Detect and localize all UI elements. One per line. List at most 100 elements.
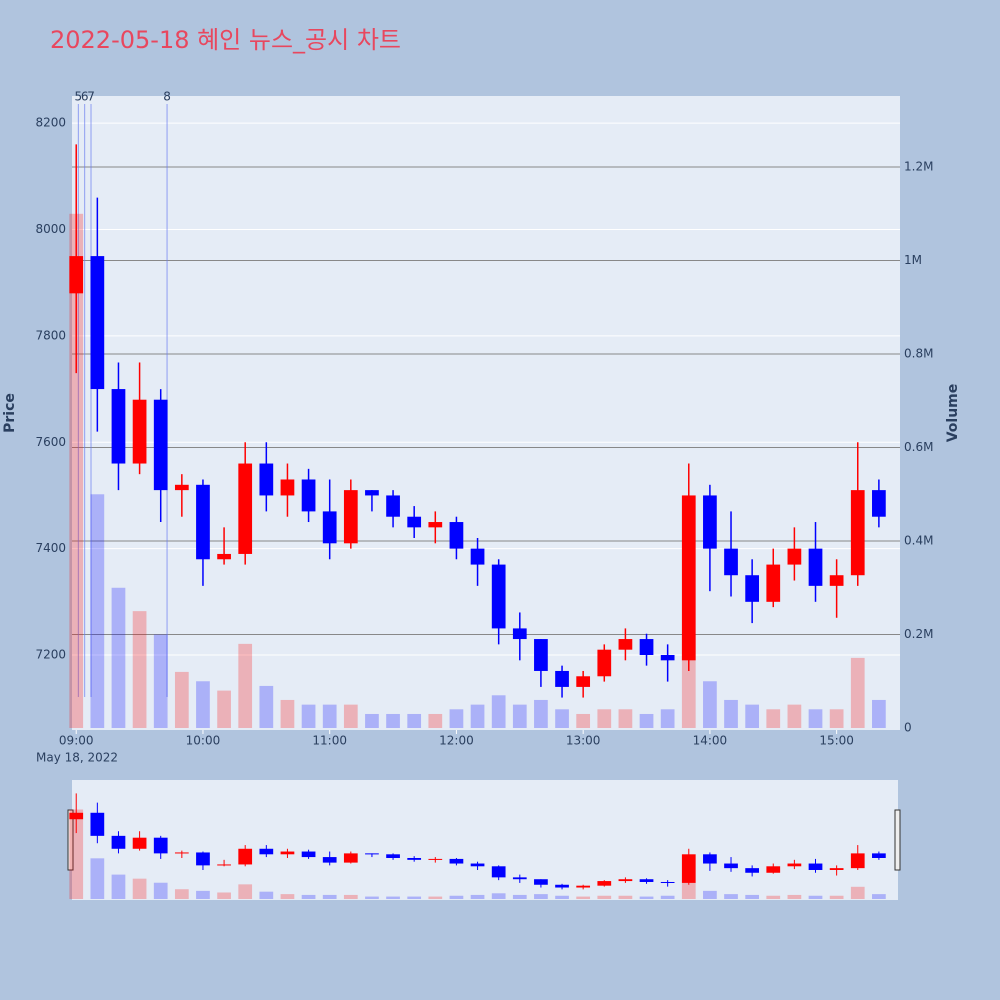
x-tick-label: 11:00 [312, 734, 347, 748]
slider-candle-body [597, 881, 612, 886]
candle-body [111, 389, 126, 464]
candle-body [829, 575, 844, 586]
slider-volume-bar [872, 894, 886, 899]
slider-candle-body [90, 812, 105, 836]
volume-bar [766, 709, 781, 728]
slider-candle-body [322, 857, 337, 863]
slider-candle-body [259, 848, 274, 855]
news-label: 7 [87, 90, 95, 104]
slider-volume-bar [322, 894, 337, 899]
y2-tick-label: 0.4M [904, 534, 933, 548]
slider-volume-bar [217, 892, 231, 899]
candle-body [787, 548, 802, 565]
range-slider[interactable] [72, 780, 898, 900]
candle-body [90, 256, 105, 390]
volume-bar [90, 494, 105, 728]
volume-bar [196, 681, 210, 728]
slider-candle-body [280, 851, 295, 855]
y-tick-label: 7600 [35, 435, 66, 449]
slider-candle-body [238, 848, 253, 865]
chart-title: 2022-05-18 혜인 뉴스_공시 차트 [50, 26, 401, 54]
volume-bar [386, 713, 400, 728]
candle-body [449, 522, 464, 549]
candle-body [69, 256, 84, 294]
candle-body [808, 548, 823, 586]
y2-axis-title: Volume [945, 384, 961, 443]
volume-bar [850, 657, 865, 728]
slider-volume-bar [724, 894, 738, 899]
candle-body [259, 463, 274, 496]
candle-body [322, 511, 337, 544]
slider-volume-bar [174, 889, 189, 899]
volume-bar [132, 611, 147, 728]
candle-body [301, 479, 316, 512]
y2-tick-label: 0.2M [904, 627, 933, 641]
y-tick-label: 7800 [35, 328, 66, 342]
candle-body [703, 495, 717, 549]
slider-handle[interactable] [894, 809, 901, 871]
slider-volume-bar [660, 895, 675, 899]
news-label: 8 [163, 90, 171, 104]
candle-body [153, 399, 168, 491]
volume-bar [322, 704, 337, 728]
candle-body [681, 495, 696, 661]
slider-volume-bar [555, 895, 569, 899]
slider-candle-body [153, 837, 168, 854]
slider-candle-body [534, 879, 548, 885]
candle-body [850, 490, 865, 576]
slider-volume-bar [111, 874, 126, 899]
candle-body [491, 564, 506, 629]
volume-bar [660, 709, 675, 728]
slider-candle-body [301, 851, 316, 858]
volume-bar [808, 709, 823, 728]
volume-bar [724, 699, 738, 728]
x-tick-label: 12:00 [439, 734, 474, 748]
slider-volume-bar [238, 884, 253, 899]
slider-candle-body [111, 835, 126, 849]
candle-body [534, 639, 548, 671]
volume-bar [301, 704, 316, 728]
slider-candle-body [829, 868, 844, 870]
candle-body [576, 676, 591, 687]
candle-body [132, 399, 147, 464]
slider-candle-body [512, 877, 527, 880]
volume-bar [512, 704, 527, 728]
slider-candle-body [343, 853, 358, 863]
y2-tick-label: 1.2M [904, 160, 933, 174]
volume-bar [343, 704, 358, 728]
news-label: 5 [75, 90, 83, 104]
slider-candle-body [787, 863, 802, 867]
y-axis-title: Price [2, 393, 18, 433]
slider-candle-body [660, 881, 675, 883]
volume-bar [787, 704, 802, 728]
slider-candle-body [491, 866, 506, 878]
candle-body [470, 548, 485, 565]
slider-volume-bar [449, 895, 464, 899]
candle-body [597, 649, 612, 677]
slider-volume-bar [280, 894, 295, 899]
candle-body [174, 484, 189, 491]
slider-volume-bar [512, 894, 527, 899]
slider-volume-bar [597, 895, 612, 899]
slider-volume-bar [301, 894, 316, 899]
slider-volume-bar [703, 890, 717, 899]
candle-body [407, 516, 422, 528]
slider-candle-body [872, 853, 886, 858]
candle-body [386, 495, 400, 517]
slider-candle-body [196, 852, 210, 866]
slider-volume-bar [787, 894, 802, 899]
volume-bar [534, 699, 548, 728]
candle-body [196, 484, 210, 560]
slider-handle[interactable] [67, 809, 74, 871]
slider-candle-body [703, 854, 717, 864]
candle-body [217, 553, 231, 560]
y-tick-label: 8200 [35, 116, 66, 130]
candle-body [512, 628, 527, 640]
x-tick-label: 13:00 [566, 734, 601, 748]
y2-tick-label: 0.8M [904, 347, 933, 361]
slider-volume-bar [259, 891, 274, 899]
slider-candle-body [724, 863, 738, 869]
y2-tick-label: 0 [904, 721, 912, 735]
volume-bar [407, 713, 422, 728]
x-tick-label: 14:00 [693, 734, 728, 748]
